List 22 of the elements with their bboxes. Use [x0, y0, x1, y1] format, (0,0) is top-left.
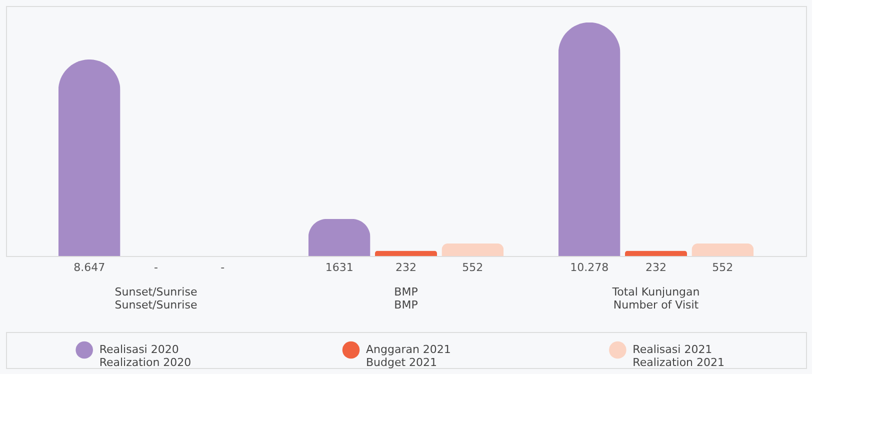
bar [625, 250, 687, 256]
bar [375, 250, 437, 256]
bar [308, 218, 370, 256]
legend-label: Anggaran 2021 Budget 2021 [366, 343, 451, 369]
data-label: 552 [462, 261, 484, 274]
data-label: 232 [646, 261, 666, 274]
data-label: 232 [396, 261, 416, 274]
bar [442, 243, 504, 256]
legend-label: Realisasi 2021 Realization 2021 [632, 343, 725, 369]
data-label: 552 [712, 261, 734, 274]
text: - [154, 261, 158, 274]
bar [558, 22, 620, 256]
x-tick-label: Total Kunjungan Number of Visit [611, 286, 700, 312]
data-label: 8.647 [74, 261, 106, 274]
x-tick-label: Sunset/Sunrise Sunset/Sunrise [114, 286, 198, 312]
data-label: 10.278 [570, 261, 609, 274]
x-tick-label: BMP BMP [394, 286, 418, 312]
bar [692, 243, 754, 256]
data-label: 1631 [325, 261, 354, 274]
text: - [220, 261, 225, 274]
legend-label: Realisasi 2020 Realization 2020 [99, 343, 192, 369]
bar [58, 59, 120, 256]
